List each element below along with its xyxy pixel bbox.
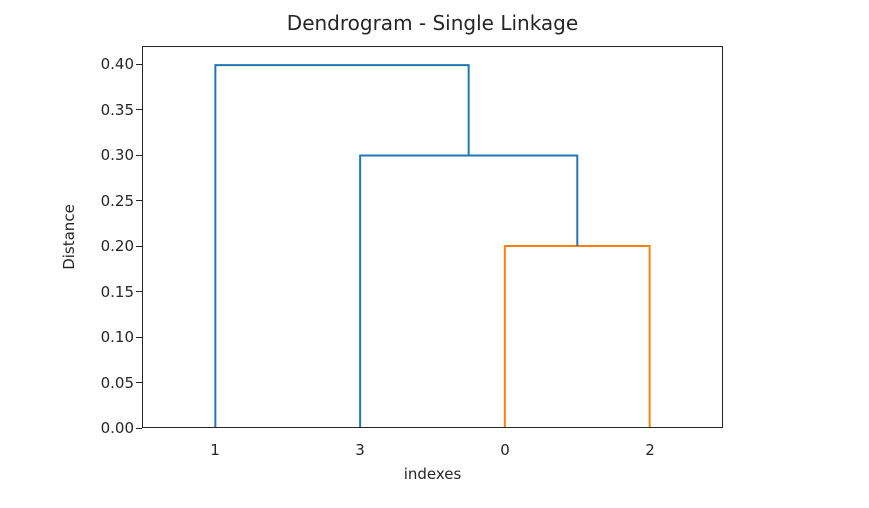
y-tick-mark <box>136 155 142 156</box>
x-axis-label: indexes <box>403 465 462 483</box>
y-tick-label: 0.25 <box>100 192 134 210</box>
dendrogram-link-merge-3-with-0-2 <box>359 154 579 427</box>
x-tick-label-leaf-3: 3 <box>355 441 365 459</box>
y-tick-label: 0.15 <box>100 283 134 301</box>
y-tick-label: 0.40 <box>100 55 134 73</box>
y-tick-label: 0.35 <box>100 101 134 119</box>
y-tick-mark <box>136 382 142 383</box>
dendrogram-link-merge-leaves-0-2 <box>503 245 651 427</box>
y-tick-mark <box>136 337 142 338</box>
y-tick-label: 0.30 <box>100 146 134 164</box>
plot-area <box>142 46 723 428</box>
x-tick-label-leaf-2: 2 <box>645 441 655 459</box>
y-tick-mark <box>136 109 142 110</box>
x-tick-label-leaf-0: 0 <box>500 441 510 459</box>
y-tick-mark <box>136 291 142 292</box>
x-tick-label-leaf-1: 1 <box>210 441 220 459</box>
dendrogram-link-merge-1-with-rest <box>214 64 470 427</box>
dendrogram-svg <box>214 64 651 427</box>
y-tick-label: 0.20 <box>100 237 134 255</box>
chart-title: Dendrogram - Single Linkage <box>286 11 579 35</box>
y-tick-mark <box>136 246 142 247</box>
y-tick-mark <box>136 428 142 429</box>
y-tick-mark <box>136 64 142 65</box>
y-tick-label: 0.00 <box>100 419 134 437</box>
y-tick-mark <box>136 200 142 201</box>
y-tick-label: 0.10 <box>100 328 134 346</box>
y-tick-label: 0.05 <box>100 374 134 392</box>
